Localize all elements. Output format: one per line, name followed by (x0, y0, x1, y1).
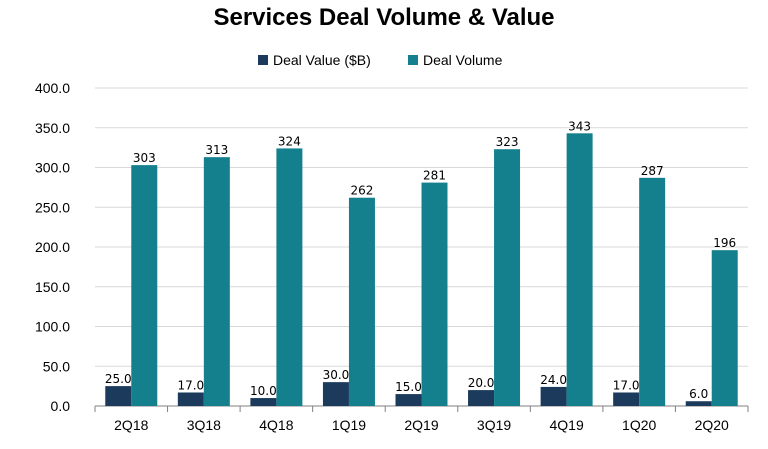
deal-volume-label: 281 (423, 169, 446, 183)
x-tick-label: 3Q18 (187, 417, 221, 433)
legend-swatch (258, 55, 268, 65)
deal-value-bar (395, 394, 422, 406)
y-tick-label: 50.0 (43, 358, 70, 374)
deal-volume-bar (276, 148, 303, 407)
deal-volume-bar (348, 197, 375, 406)
deal-volume-label: 324 (278, 134, 301, 148)
deal-value-bar (468, 390, 495, 406)
deal-value-label: 20.0 (468, 376, 495, 390)
deal-volume-bar (711, 250, 738, 406)
deal-volume-label: 287 (641, 164, 664, 178)
y-tick-label: 200.0 (35, 239, 70, 255)
x-tick-label: 1Q20 (622, 417, 656, 433)
deal-value-bar (613, 392, 640, 406)
y-tick-label: 300.0 (35, 160, 70, 176)
deal-value-label: 6.0 (689, 387, 708, 401)
y-tick-label: 250.0 (35, 199, 70, 215)
x-tick-label: 3Q19 (477, 417, 511, 433)
deal-value-bar (177, 392, 204, 406)
deal-value-bar (250, 398, 277, 406)
legend-swatch (408, 55, 418, 65)
deal-volume-label: 323 (496, 135, 519, 149)
y-tick-label: 400.0 (35, 80, 70, 96)
chart-title: Services Deal Volume & Value (213, 4, 555, 31)
deal-volume-bar (494, 149, 521, 406)
y-tick-label: 0.0 (51, 398, 71, 414)
x-tick-label: 4Q18 (259, 417, 293, 433)
deal-value-bar (685, 401, 712, 406)
deal-volume-label: 313 (205, 143, 228, 157)
deal-volume-bar (203, 157, 230, 406)
deal-value-bar (322, 382, 349, 406)
deal-volume-label: 343 (568, 119, 591, 133)
deal-value-label: 10.0 (250, 384, 277, 398)
deal-volume-bar (639, 177, 666, 406)
deal-volume-label: 196 (713, 236, 736, 250)
deal-value-label: 17.0 (613, 378, 640, 392)
deal-value-label: 30.0 (323, 368, 350, 382)
x-tick-label: 2Q20 (695, 417, 729, 433)
deal-volume-bar (421, 182, 448, 406)
deal-volume-bar (566, 133, 593, 406)
deal-volume-label: 303 (133, 151, 156, 165)
y-tick-label: 150.0 (35, 279, 70, 295)
deal-value-label: 15.0 (395, 380, 422, 394)
legend-label: Deal Volume (423, 52, 503, 68)
deal-value-label: 25.0 (105, 372, 132, 386)
deal-value-label: 17.0 (177, 378, 204, 392)
legend-label: Deal Value ($B) (273, 52, 371, 68)
deal-value-label: 24.0 (540, 373, 567, 387)
y-tick-label: 350.0 (35, 120, 70, 136)
x-tick-label: 4Q19 (549, 417, 583, 433)
y-tick-label: 100.0 (35, 319, 70, 335)
x-tick-label: 2Q18 (114, 417, 148, 433)
deal-value-bar (540, 386, 567, 406)
x-tick-label: 1Q19 (332, 417, 366, 433)
x-tick-label: 2Q19 (404, 417, 438, 433)
deal-volume-bar (131, 165, 158, 406)
deal-value-bar (105, 386, 132, 406)
deal-volume-label: 262 (350, 184, 373, 198)
